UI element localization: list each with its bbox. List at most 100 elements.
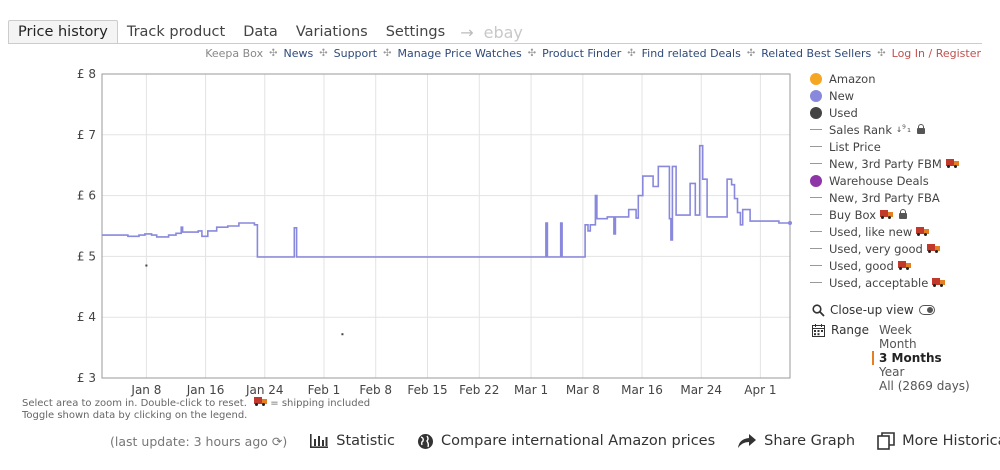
range-options: Week Month 3 Months Year All (2869 days)	[872, 323, 970, 393]
truck-icon	[254, 397, 268, 406]
share-icon	[738, 434, 757, 448]
last-update: (last update: 3 hours ago ⟳)	[110, 434, 287, 449]
globe-icon	[418, 433, 433, 449]
legend-used-like-new[interactable]: Used, like new	[810, 223, 959, 240]
price-history-chart[interactable]: £ 3 £ 4 £ 5 £ 6 £ 7 £ 8 Jan 8 Jan 16 Jan 24 Feb 1…	[0, 60, 810, 400]
hint-zoom: Select area to zoom in. Double-click to …	[22, 398, 247, 409]
arrow-right-icon: →	[460, 23, 474, 42]
legend-amazon[interactable]: Amazon	[810, 70, 959, 87]
tab-track-product[interactable]: Track product	[126, 24, 226, 40]
bar-chart-icon	[310, 434, 329, 448]
legend-used-very-good[interactable]: Used, very good	[810, 240, 959, 257]
legend-buy-box[interactable]: Buy Box	[810, 206, 959, 223]
legend-label: New, 3rd Party FBM	[829, 156, 942, 171]
tab-settings[interactable]: Settings	[385, 24, 446, 40]
y-tick-label: £ 4	[77, 310, 96, 324]
x-tick-label: Mar 24	[680, 383, 722, 397]
link-support[interactable]: Support	[333, 46, 378, 60]
range-3-months[interactable]: 3 Months	[872, 351, 970, 365]
legend-label: Buy Box	[829, 207, 877, 222]
copy-icon	[877, 432, 895, 450]
legend-label: Used, acceptable	[829, 275, 929, 290]
x-tick-label: Mar 1	[514, 383, 548, 397]
legend-new-3p-fbm[interactable]: New, 3rd Party FBM	[810, 155, 959, 172]
series-new-line	[102, 144, 790, 258]
x-tick-label: Feb 1	[308, 383, 341, 397]
separator-icon: ✣	[746, 47, 756, 59]
bottom-toolbar: (last update: 3 hours ago ⟳) Statistic C…	[110, 432, 1000, 450]
separator-icon: ✣	[383, 47, 392, 59]
statistic-button[interactable]: Statistic	[309, 433, 395, 449]
tab-variations[interactable]: Variations	[295, 24, 368, 40]
dash-icon	[810, 248, 822, 249]
tab-bar: Price history Track product Data Variati…	[8, 20, 527, 44]
tab-divider	[8, 43, 982, 44]
range-year[interactable]: Year	[879, 365, 905, 379]
dash-icon	[810, 197, 822, 198]
range-all[interactable]: All (2869 days)	[879, 379, 970, 393]
dash-icon	[810, 265, 822, 266]
link-related-best-sellers[interactable]: Related Best Sellers	[761, 46, 872, 60]
legend-new[interactable]: New	[810, 87, 959, 104]
series-used-point	[341, 333, 344, 336]
truck-icon	[897, 261, 911, 270]
chart-legend: Amazon New Used Sales Rank ↓⁹₁ List Price…	[810, 70, 959, 291]
x-tick-label: Feb 15	[407, 383, 447, 397]
dash-icon	[810, 163, 822, 164]
truck-icon	[916, 227, 930, 236]
link-product-finder[interactable]: Product Finder	[542, 46, 622, 60]
y-tick-label: £ 8	[77, 67, 96, 81]
legend-used[interactable]: Used	[810, 104, 959, 121]
separator-icon: ✣	[527, 47, 537, 59]
y-tick-label: £ 3	[77, 371, 96, 385]
top-links: Keepa Box ✣ News ✣ Support ✣ Manage Price W…	[205, 46, 981, 60]
range-week[interactable]: Week	[879, 323, 912, 337]
x-tick-label: Jan 24	[245, 383, 284, 397]
lock-icon	[899, 208, 908, 219]
range-label-row: Range	[812, 323, 869, 337]
link-news[interactable]: News	[283, 46, 314, 60]
more-historical-data-button[interactable]: More Historical Data	[877, 432, 1000, 450]
closeup-view-toggle[interactable]: Close-up view	[812, 303, 935, 317]
dash-icon	[810, 231, 822, 232]
tab-price-history[interactable]: Price history	[8, 20, 118, 44]
tab-ebay[interactable]: ebay	[483, 23, 523, 42]
compare-international-button[interactable]: Compare international Amazon prices	[417, 433, 715, 450]
legend-label: Amazon	[829, 71, 876, 86]
warehouse-dot-icon	[810, 174, 822, 187]
x-tick-label: Mar 16	[621, 383, 663, 397]
share-graph-button[interactable]: Share Graph	[737, 433, 855, 449]
legend-warehouse-deals[interactable]: Warehouse Deals	[810, 172, 959, 189]
search-icon	[812, 303, 825, 317]
range-label: Range	[831, 323, 870, 337]
plot-border	[101, 73, 791, 379]
link-keepa-box[interactable]: Keepa Box	[205, 46, 264, 60]
legend-used-acceptable[interactable]: Used, acceptable	[810, 274, 959, 291]
link-login-register[interactable]: Log In / Register	[891, 46, 981, 60]
dash-icon	[810, 146, 822, 147]
hint-shipping: = shipping included	[270, 398, 371, 409]
link-find-related-deals[interactable]: Find related Deals	[641, 46, 741, 60]
legend-new-3p-fba[interactable]: New, 3rd Party FBA	[810, 189, 959, 206]
legend-list-price[interactable]: List Price	[810, 138, 959, 155]
x-tick-label: Feb 8	[359, 383, 392, 397]
legend-used-good[interactable]: Used, good	[810, 257, 959, 274]
hint-toggle: Toggle shown data by clicking on the leg…	[22, 410, 248, 421]
range-month[interactable]: Month	[879, 337, 917, 351]
tab-data[interactable]: Data	[243, 24, 278, 40]
dash-icon	[810, 214, 822, 215]
toggle-icon[interactable]	[918, 305, 935, 315]
y-tick-label: £ 6	[77, 189, 96, 203]
series-used-point	[145, 264, 148, 267]
statistic-label: Statistic	[336, 433, 395, 449]
legend-label: Used	[829, 105, 858, 120]
refresh-icon[interactable]: ⟳)	[271, 433, 288, 449]
legend-sales-rank[interactable]: Sales Rank ↓⁹₁	[810, 121, 959, 138]
separator-icon: ✣	[627, 47, 636, 59]
link-manage-price-watches[interactable]: Manage Price Watches	[397, 46, 522, 60]
x-tick-label: Feb 22	[459, 383, 499, 397]
dash-icon	[810, 129, 822, 130]
legend-label: Warehouse Deals	[829, 173, 929, 188]
separator-icon: ✣	[877, 47, 886, 59]
x-tick-label: Apr 1	[744, 383, 776, 397]
